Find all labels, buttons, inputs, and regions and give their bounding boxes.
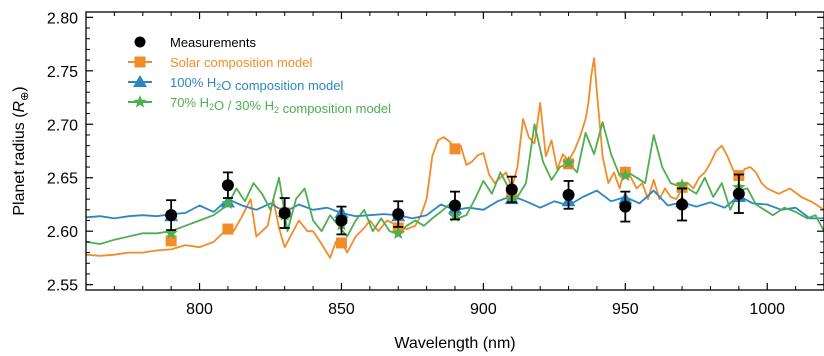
y-tick-label: 2.55 (47, 278, 78, 295)
measurement-point (278, 207, 291, 220)
series-line-mix (86, 121, 824, 245)
binned-point-solar (222, 223, 234, 235)
measurement-point (732, 187, 745, 200)
binned-point-solar (165, 235, 177, 247)
legend-marker-mix (133, 95, 147, 108)
y-tick-label: 2.75 (47, 64, 78, 81)
measurement-point (335, 214, 348, 227)
measurement-point (165, 209, 178, 222)
plot-area (85, 11, 824, 291)
y-tick-label: 2.65 (47, 171, 78, 188)
legend-item-measurements: Measurements (134, 35, 256, 50)
y-tick-label: 2.60 (47, 224, 78, 241)
y-tick-label: 2.70 (47, 117, 78, 134)
axes: 800 850 900 950 1000 2.55 2.60 2.65 2.70 2.75 2.80 (47, 10, 824, 318)
y-tick-label: 2.80 (47, 10, 78, 27)
x-tick-label: 800 (186, 301, 213, 318)
legend-marker-h2o (133, 75, 147, 87)
y-axis-label: Planet radius (R⊕) (11, 86, 31, 215)
x-tick-label: 950 (612, 301, 639, 318)
legend-item-h2o: 100% H2O composition model (128, 75, 343, 93)
measurement-point (392, 208, 405, 221)
measurement-point (676, 198, 689, 211)
binned-point-mix (675, 178, 689, 191)
x-tick-label: 1000 (749, 301, 785, 318)
legend-marker-measurements (134, 36, 146, 48)
legend-item-solar: Solar composition model (128, 55, 312, 70)
measurements-layer (165, 171, 745, 236)
x-tick-label: 900 (470, 301, 497, 318)
legend-label-measurements: Measurements (170, 35, 256, 50)
x-tick-label: 850 (328, 301, 355, 318)
legend-label-mix: 70% H2O / 30% H2 composition model (170, 95, 391, 116)
binned-point-solar (335, 237, 347, 249)
legend-label-solar: Solar composition model (170, 55, 312, 70)
legend-item-mix: 70% H2O / 30% H2 composition model (128, 95, 391, 116)
measurement-point (221, 179, 234, 192)
measurement-point (449, 199, 461, 212)
x-axis-label: Wavelength (nm) (394, 335, 515, 352)
binned-point-mix (164, 226, 178, 239)
measurement-point (562, 188, 575, 201)
binned-point-mix (221, 196, 235, 210)
legend-marker-solar (134, 56, 146, 68)
binned-point-solar (449, 143, 461, 155)
legend-label-h2o: 100% H2O composition model (170, 75, 343, 93)
legend: Measurements Solar composition model 100% … (128, 35, 391, 116)
measurement-point (505, 183, 518, 196)
binned-point-mix (618, 168, 632, 182)
binned-point-mix (391, 226, 405, 239)
binned-point-mix (561, 155, 576, 169)
measurement-point (619, 200, 632, 213)
